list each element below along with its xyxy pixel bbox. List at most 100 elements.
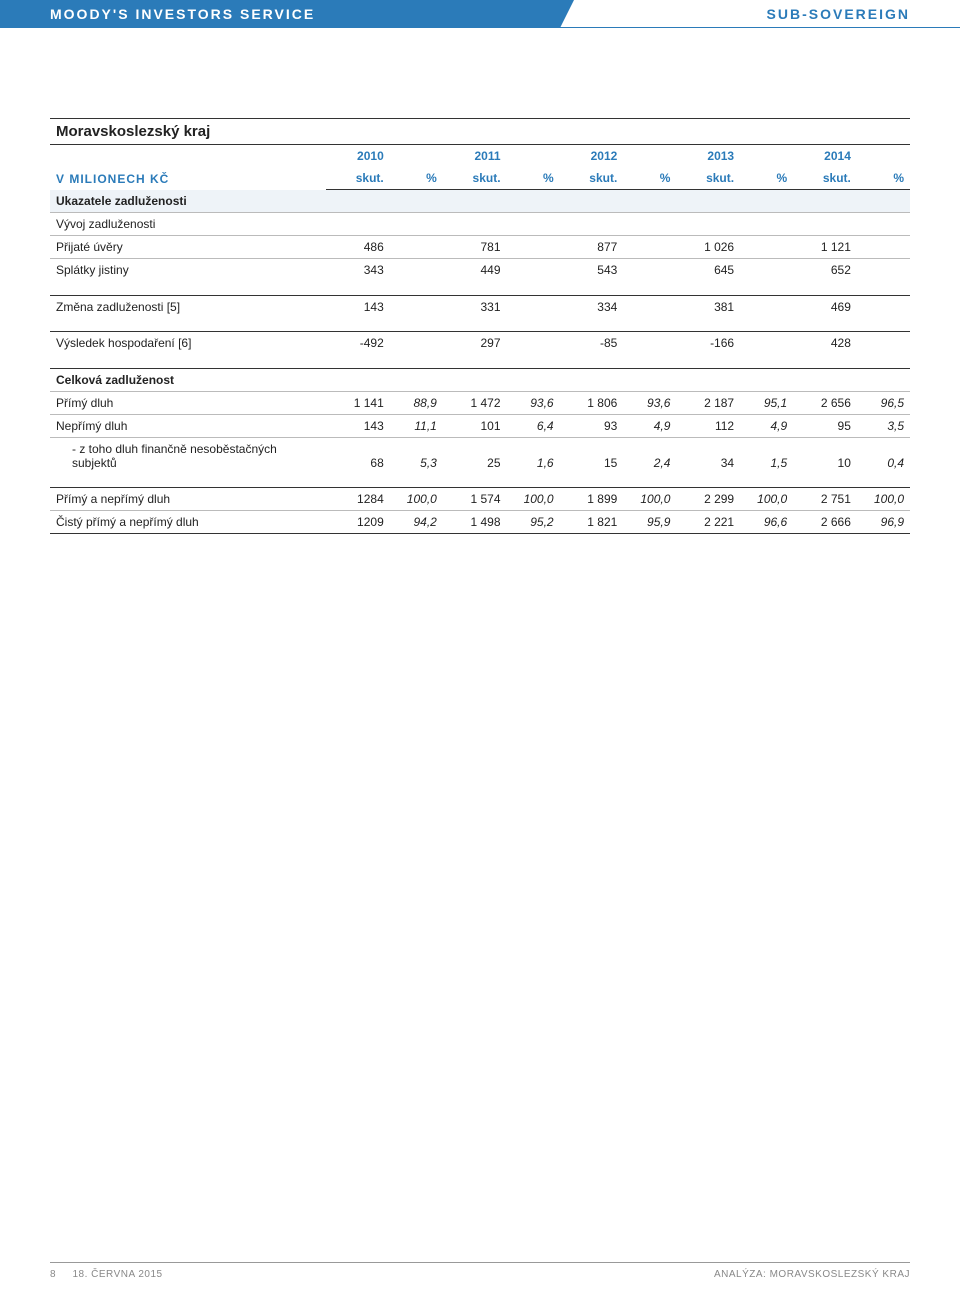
brand-label: MOODY'S INVESTORS SERVICE: [0, 0, 560, 28]
cell: 143: [326, 295, 390, 318]
header-category: SUB-SOVEREIGN: [767, 6, 910, 22]
cell: 96,6: [740, 511, 793, 534]
col-year-2012: 2012: [560, 145, 624, 168]
footer-page: 8: [50, 1269, 56, 1280]
table-row: Přímý a nepřímý dluh 1284100,0 1 574100,…: [50, 488, 910, 511]
section-vyvoj: Vývoj zadluženosti: [50, 213, 910, 236]
cell: 2 221: [676, 511, 740, 534]
row-label: Přímý dluh: [50, 391, 326, 414]
col-pct: %: [623, 167, 676, 190]
cell: 1 121: [793, 236, 857, 259]
cell: -85: [560, 332, 624, 355]
cell: -166: [676, 332, 740, 355]
table-row: Přímý dluh 1 14188,9 1 47293,6 1 80693,6…: [50, 391, 910, 414]
cell: 297: [443, 332, 507, 355]
cell: 100,0: [623, 488, 676, 511]
cell: 95,9: [623, 511, 676, 534]
unit-label: V MILIONECH KČ: [56, 172, 169, 186]
cell: 1 806: [560, 391, 624, 414]
cell: 343: [326, 259, 390, 282]
cell: 652: [793, 259, 857, 282]
cell: 93,6: [623, 391, 676, 414]
cell: 486: [326, 236, 390, 259]
cell: -492: [326, 332, 390, 355]
row-label: Čistý přímý a nepřímý dluh: [50, 511, 326, 534]
header-underline: [0, 27, 960, 28]
cell: 100,0: [507, 488, 560, 511]
cell: 11,1: [390, 414, 443, 437]
cell: 6,4: [507, 414, 560, 437]
cell: 95: [793, 414, 857, 437]
page-footer: 8 18. ČERVNA 2015 ANALÝZA: MORAVSKOSLEZS…: [50, 1262, 910, 1280]
cell: 25: [443, 437, 507, 474]
table-title: Moravskoslezský kraj: [50, 119, 910, 145]
cell: 96,9: [857, 511, 910, 534]
cell: [740, 236, 793, 259]
table-row: Splátky jistiny 343 449 543 645 652: [50, 259, 910, 282]
cell: 15: [560, 437, 624, 474]
cell: 2 299: [676, 488, 740, 511]
footer-left: 8 18. ČERVNA 2015: [50, 1269, 163, 1280]
cell: [623, 236, 676, 259]
cell: 1 498: [443, 511, 507, 534]
cell: 428: [793, 332, 857, 355]
section-ukazatele: Ukazatele zadluženosti: [50, 190, 910, 213]
cell: 334: [560, 295, 624, 318]
cell: 100,0: [740, 488, 793, 511]
row-label: Změna zadluženosti [5]: [50, 295, 326, 318]
cell: 645: [676, 259, 740, 282]
col-skut: skut.: [443, 167, 507, 190]
cell: 1,5: [740, 437, 793, 474]
cell: [507, 236, 560, 259]
cell: 100,0: [857, 488, 910, 511]
cell: 88,9: [390, 391, 443, 414]
col-pct: %: [507, 167, 560, 190]
cell: [857, 236, 910, 259]
cell: 96,5: [857, 391, 910, 414]
cell: 3,5: [857, 414, 910, 437]
col-skut: skut.: [676, 167, 740, 190]
table-row: Přijaté úvěry 486 781 877 1 026 1 121: [50, 236, 910, 259]
col-pct: %: [740, 167, 793, 190]
cell: 1209: [326, 511, 390, 534]
cell: 449: [443, 259, 507, 282]
cell: 2 751: [793, 488, 857, 511]
content-area: Moravskoslezský kraj V MILIONECH KČ 2010…: [0, 28, 960, 542]
cell: 93: [560, 414, 624, 437]
cell: 381: [676, 295, 740, 318]
col-year-2011: 2011: [443, 145, 507, 168]
cell: 1 141: [326, 391, 390, 414]
cell: 68: [326, 437, 390, 474]
cell: 93,6: [507, 391, 560, 414]
cell: 2 656: [793, 391, 857, 414]
cell: 1284: [326, 488, 390, 511]
cell: 781: [443, 236, 507, 259]
col-year-2014: 2014: [793, 145, 857, 168]
row-label: - z toho dluh finančně nesoběstačných su…: [50, 437, 326, 474]
cell: 5,3: [390, 437, 443, 474]
cell: 4,9: [623, 414, 676, 437]
cell: 10: [793, 437, 857, 474]
cell: 0,4: [857, 437, 910, 474]
row-label: Nepřímý dluh: [50, 414, 326, 437]
row-label: Splátky jistiny: [50, 259, 326, 282]
cell: 1 899: [560, 488, 624, 511]
cell: 112: [676, 414, 740, 437]
cell: 95,1: [740, 391, 793, 414]
page-header: MOODY'S INVESTORS SERVICE SUB-SOVEREIGN: [0, 0, 960, 28]
cell: 1 574: [443, 488, 507, 511]
cell: 2 187: [676, 391, 740, 414]
row-label: Výsledek hospodaření [6]: [50, 332, 326, 355]
col-pct: %: [857, 167, 910, 190]
cell: 101: [443, 414, 507, 437]
col-skut: skut.: [560, 167, 624, 190]
section-celkova: Celková zadluženost: [50, 368, 910, 391]
footer-date: 18. ČERVNA 2015: [72, 1269, 162, 1280]
col-skut: skut.: [793, 167, 857, 190]
cell: 34: [676, 437, 740, 474]
cell: 469: [793, 295, 857, 318]
col-skut: skut.: [326, 167, 390, 190]
footer-right: ANALÝZA: MORAVSKOSLEZSKÝ KRAJ: [714, 1269, 910, 1280]
cell: 143: [326, 414, 390, 437]
cell: 2 666: [793, 511, 857, 534]
